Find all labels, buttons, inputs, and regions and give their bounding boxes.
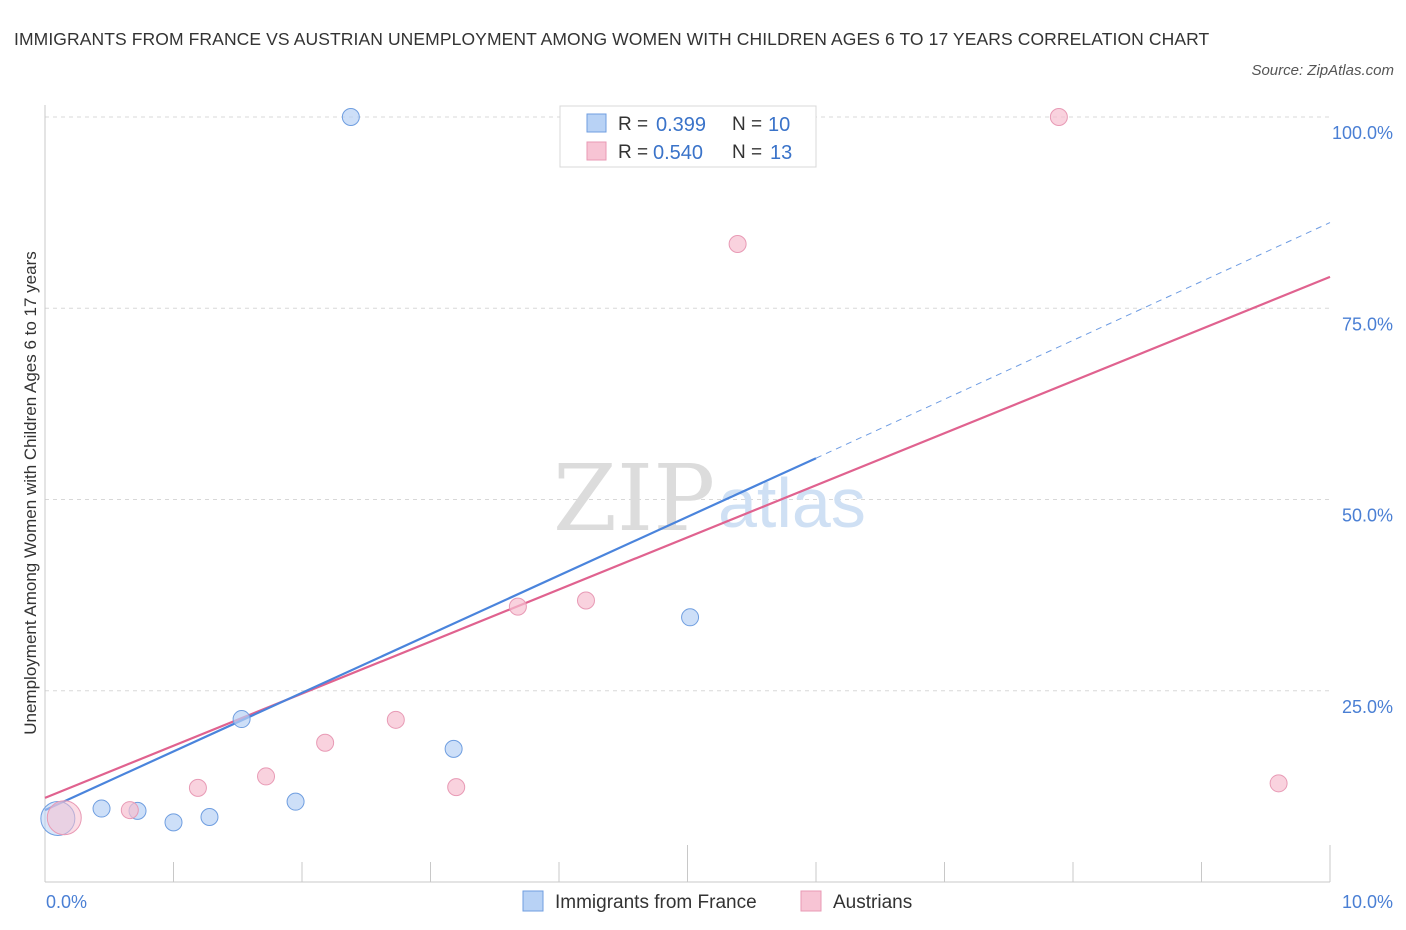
- austrians-point-2: [188, 778, 207, 797]
- series-legend: Immigrants from France Austrians: [522, 890, 912, 913]
- austrians-point-5: [386, 710, 405, 729]
- austrians-point-6: [447, 778, 466, 797]
- correlation-legend: R = 0.399 N = 10 R = 0.540 N = 13: [559, 105, 817, 168]
- point-layer: [40, 108, 1288, 837]
- y-tick-label-100: 100.0%: [1332, 123, 1393, 143]
- france-point-8: [444, 739, 463, 758]
- austrians-point-7: [508, 597, 527, 616]
- france-point-3: [164, 813, 183, 832]
- legend-r-label-blue: R =: [618, 114, 648, 135]
- trend-layer: [44, 222, 1331, 812]
- france-point-4: [200, 807, 219, 826]
- austrians-point-1: [120, 801, 139, 820]
- x-tick-label-max: 10.0%: [1342, 892, 1393, 912]
- legend-r-label-pink: R =: [618, 142, 648, 163]
- austrians-point-3: [257, 767, 276, 786]
- series-legend-swatch-france: [522, 890, 544, 912]
- chart-title: IMMIGRANTS FROM FRANCE VS AUSTRIAN UNEMP…: [14, 29, 1210, 49]
- legend-r-value-blue: 0.399: [656, 114, 706, 136]
- austrians-point-10: [728, 234, 747, 253]
- france-point-9: [681, 608, 700, 627]
- france-point-7: [341, 108, 360, 126]
- austrians-point-8: [576, 591, 595, 610]
- france-point-5: [232, 710, 251, 729]
- legend-n-value-blue: 10: [768, 114, 790, 136]
- y-tick-label-50: 50.0%: [1342, 506, 1393, 526]
- austrians-point-11: [1049, 108, 1068, 126]
- watermark-zip: ZIP: [553, 445, 715, 552]
- watermark-atlas: atlas: [718, 464, 866, 542]
- series-legend-label-austrians: Austrians: [833, 892, 912, 913]
- austrians-point-0: [46, 800, 82, 836]
- series-legend-swatch-austrians: [800, 890, 822, 912]
- trend-line-austrians: [44, 275, 1331, 799]
- legend-r-value-pink: 0.540: [653, 142, 703, 164]
- austrians-point-12: [1269, 774, 1288, 793]
- legend-n-label-blue: N =: [732, 114, 762, 135]
- austrians-point-4: [316, 733, 335, 752]
- france-point-6: [286, 792, 305, 811]
- y-axis-title: Unemployment Among Women with Children A…: [21, 251, 40, 735]
- source-label: Source: ZipAtlas.com: [1251, 62, 1394, 79]
- legend-swatch-blue: [586, 113, 607, 133]
- x-tick-label-min: 0.0%: [46, 892, 87, 912]
- axis-layer: [44, 105, 1331, 883]
- watermark: ZIP atlas: [553, 445, 866, 552]
- y-tick-label-75: 75.0%: [1342, 314, 1393, 334]
- y-tick-label-25: 25.0%: [1342, 697, 1393, 717]
- series-legend-label-france: Immigrants from France: [555, 892, 757, 913]
- grid-layer: [45, 116, 1330, 692]
- france-point-1: [92, 799, 111, 818]
- legend-n-label-pink: N =: [732, 142, 762, 163]
- y-tick-labels: 25.0% 50.0% 75.0% 100.0%: [1332, 123, 1393, 717]
- trend-line-france-extension: [815, 222, 1331, 459]
- legend-n-value-pink: 13: [770, 142, 792, 164]
- legend-swatch-pink: [586, 141, 607, 161]
- trend-line-france: [44, 457, 817, 812]
